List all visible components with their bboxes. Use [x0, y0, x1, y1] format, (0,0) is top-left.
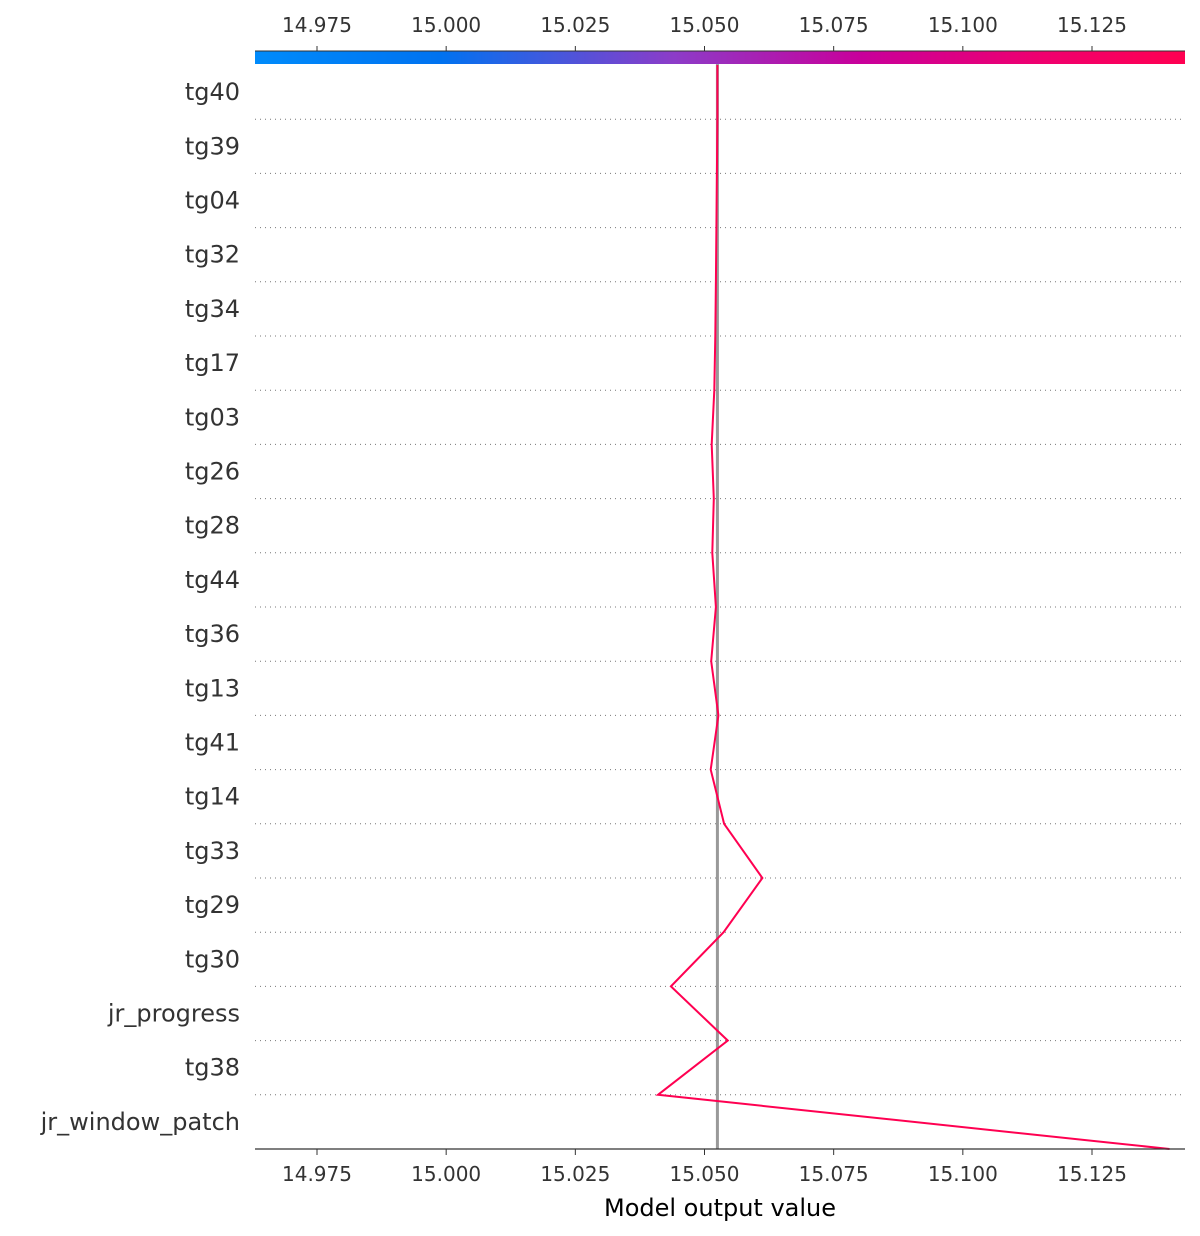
feature-label: tg33: [185, 837, 240, 865]
feature-label: tg30: [185, 945, 240, 973]
top-tick-label: 15.125: [1057, 13, 1127, 37]
bottom-tick-label: 15.075: [799, 1162, 869, 1186]
feature-label: tg13: [185, 674, 240, 702]
feature-label: tg41: [185, 729, 240, 757]
bottom-tick-label: 14.975: [282, 1162, 352, 1186]
bottom-tick-label: 15.000: [411, 1162, 481, 1186]
feature-label: tg17: [185, 349, 240, 377]
feature-label: jr_progress: [107, 1000, 240, 1028]
feature-label: tg29: [185, 891, 240, 919]
bottom-x-ticks: 14.975 15.000 15.025 15.050 15.075 15.100 15.1…: [282, 1149, 1127, 1186]
feature-label: jr_window_patch: [40, 1108, 240, 1136]
feature-label: tg36: [185, 620, 240, 648]
top-tick-label: 15.075: [799, 13, 869, 37]
feature-labels: tg40 tg39 tg04 tg32 tg34 tg17 tg03 tg26 tg28 tg44…: [40, 78, 240, 1136]
feature-label: tg44: [185, 566, 240, 594]
top-tick-label: 15.050: [670, 13, 740, 37]
bottom-tick-label: 15.025: [540, 1162, 610, 1186]
top-tick-label: 14.975: [282, 13, 352, 37]
top-tick-label: 15.025: [540, 13, 610, 37]
x-axis-label: Model output value: [604, 1194, 836, 1222]
feature-label: tg38: [185, 1054, 240, 1082]
feature-label: tg03: [185, 403, 240, 431]
feature-label: tg14: [185, 783, 240, 811]
top-x-ticks: 14.975 15.000 15.025 15.050 15.075 15.100 15.1…: [282, 13, 1127, 51]
feature-label: tg34: [185, 295, 240, 323]
feature-label: tg40: [185, 78, 240, 106]
bottom-tick-label: 15.050: [670, 1162, 740, 1186]
feature-label: tg28: [185, 512, 240, 540]
feature-label: tg26: [185, 458, 240, 486]
colorbar: [255, 51, 1185, 64]
top-tick-label: 15.000: [411, 13, 481, 37]
grid-lines: [255, 118, 1185, 1096]
bottom-tick-label: 15.100: [928, 1162, 998, 1186]
decision-path-line: [655, 65, 1170, 1150]
top-tick-label: 15.100: [928, 13, 998, 37]
bottom-tick-label: 15.125: [1057, 1162, 1127, 1186]
feature-label: tg32: [185, 241, 240, 269]
feature-label: tg04: [185, 187, 240, 215]
feature-label: tg39: [185, 132, 240, 160]
